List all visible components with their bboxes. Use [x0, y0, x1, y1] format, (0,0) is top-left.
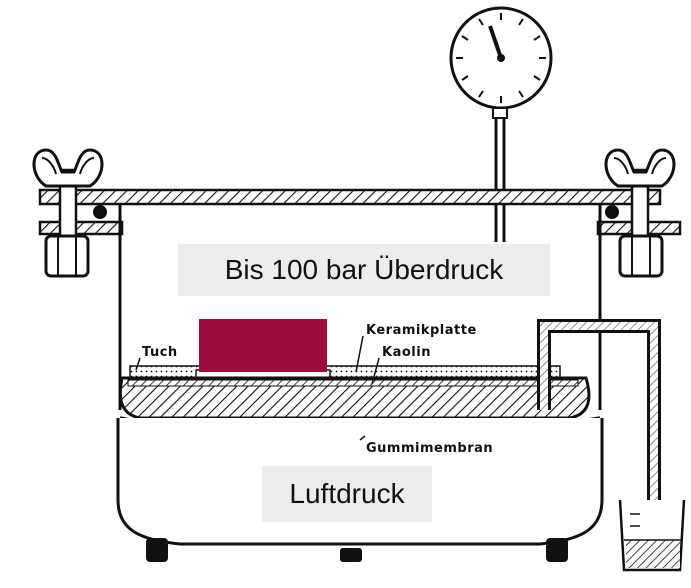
gauge-stem	[492, 107, 508, 242]
vessel-walls	[118, 204, 602, 410]
gauge-icon	[449, 6, 553, 110]
label-ceramic-plate: Keramikplatte	[366, 323, 477, 338]
label-rubber-membrane: Gummimembran	[366, 441, 493, 456]
kaolin-layer	[127, 379, 579, 387]
wing-nut-icon	[32, 148, 104, 188]
cloth-layer	[129, 365, 561, 379]
leader-lines	[135, 335, 380, 441]
sample-block	[199, 319, 327, 372]
air-pressure-label: Luftdruck	[262, 466, 432, 522]
wing-nut-icon	[604, 148, 676, 188]
beaker-icon	[618, 499, 686, 572]
left-clamp	[32, 148, 124, 278]
right-clamp	[596, 148, 682, 278]
lid	[38, 188, 662, 206]
pressure-label: Bis 100 bar Überdruck	[178, 244, 550, 296]
label-kaolin: Kaolin	[382, 345, 431, 360]
outflow-tube	[537, 319, 661, 524]
label-cloth: Tuch	[142, 345, 178, 360]
